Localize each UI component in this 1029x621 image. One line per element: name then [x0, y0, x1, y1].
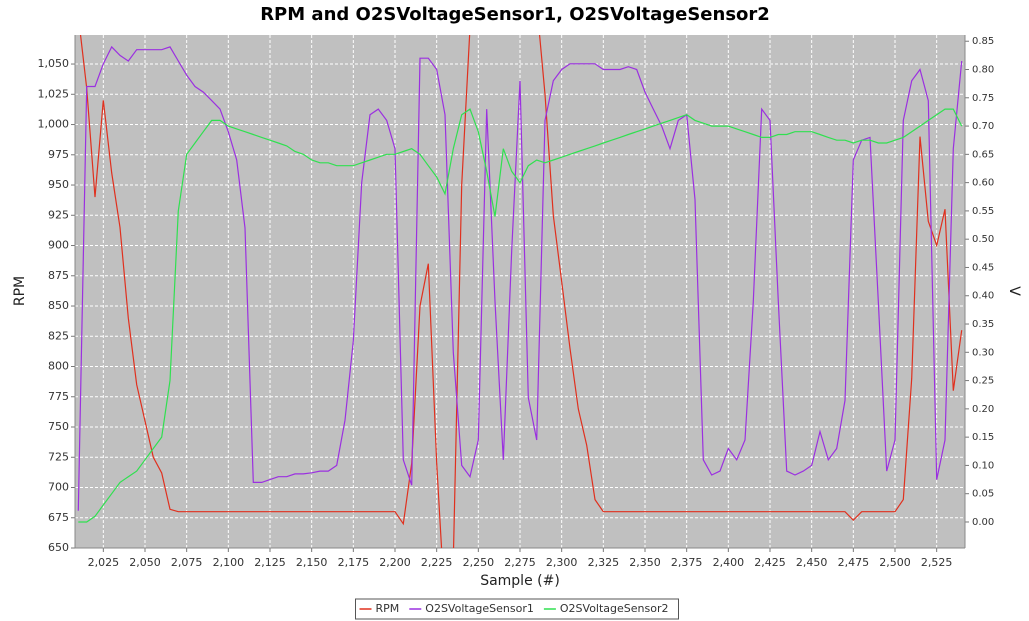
- x-tick-label: 2,350: [629, 556, 661, 569]
- x-tick-label: 2,375: [671, 556, 703, 569]
- y-tick-label: 700: [48, 481, 69, 494]
- y2-tick-label: 0.65: [972, 149, 994, 160]
- y-tick-label: 950: [48, 178, 69, 191]
- x-tick-label: 2,025: [88, 556, 120, 569]
- y2-tick-label: 0.20: [972, 404, 994, 415]
- chart-title: RPM and O2SVoltageSensor1, O2SVoltageSen…: [260, 4, 770, 25]
- y-tick-label: 775: [48, 390, 69, 403]
- x-tick-label: 2,325: [588, 556, 620, 569]
- x-tick-label: 2,525: [921, 556, 953, 569]
- y-tick-label: 925: [48, 208, 69, 221]
- y2-tick-label: 0.60: [972, 178, 994, 189]
- x-tick-label: 2,075: [171, 556, 203, 569]
- y2-tick-label: 0.25: [972, 376, 994, 387]
- legend-label: O2SVoltageSensor1: [425, 602, 534, 615]
- x-tick-label: 2,400: [713, 556, 745, 569]
- x-tick-label: 2,250: [463, 556, 495, 569]
- legend-box: [355, 598, 679, 620]
- y2-tick-label: 0.30: [972, 347, 994, 358]
- y-tick-label: 1,000: [38, 118, 70, 131]
- x-tick-label: 2,275: [504, 556, 536, 569]
- y-tick-label: 875: [48, 269, 69, 282]
- x-tick-label: 2,175: [338, 556, 370, 569]
- x-tick-label: 2,475: [838, 556, 870, 569]
- y2-tick-label: 0.75: [972, 93, 994, 104]
- x-tick-label: 2,450: [796, 556, 828, 569]
- y2-tick-label: 0.70: [972, 121, 994, 132]
- y-tick-label: 725: [48, 450, 69, 463]
- legend: RPM O2SVoltageSensor1 O2SVoltageSensor2: [355, 598, 679, 620]
- y2-tick-label: 0.40: [972, 291, 994, 302]
- y2-tick-label: 0.55: [972, 206, 994, 217]
- x-tick-label: 2,425: [754, 556, 786, 569]
- x-axis-title: Sample (#): [480, 573, 560, 589]
- y-tick-label: 825: [48, 329, 69, 342]
- y-tick-label: 675: [48, 511, 69, 524]
- x-tick-label: 2,225: [421, 556, 453, 569]
- y-tick-label: 850: [48, 299, 69, 312]
- y-tick-label: 750: [48, 420, 69, 433]
- legend-label: RPM: [376, 602, 400, 615]
- x-tick-label: 2,300: [546, 556, 578, 569]
- y2-tick-label: 0.45: [972, 262, 994, 273]
- y-tick-label: 650: [48, 541, 69, 554]
- y2-tick-label: 0.00: [972, 517, 994, 528]
- y2-tick-label: 0.85: [972, 36, 994, 47]
- series-line: [78, 108, 963, 523]
- y-tick-label: 1,050: [38, 57, 70, 70]
- y2-tick-label: 0.80: [972, 65, 994, 76]
- series-line: [79, 35, 963, 548]
- y-tick-label: 900: [48, 239, 69, 252]
- y2-axis-title: V: [1006, 286, 1022, 296]
- x-tick-label: 2,050: [129, 556, 161, 569]
- y-axis-title: RPM: [12, 276, 28, 306]
- x-tick-label: 2,150: [296, 556, 328, 569]
- y2-tick-label: 0.05: [972, 489, 994, 500]
- plot-lines: [77, 35, 963, 548]
- y-tick-label: 975: [48, 148, 69, 161]
- x-tick-label: 2,500: [879, 556, 911, 569]
- legend-label: O2SVoltageSensor2: [560, 602, 669, 615]
- x-tick-label: 2,125: [254, 556, 286, 569]
- y-tick-label: 1,025: [38, 87, 70, 100]
- y2-tick-label: 0.50: [972, 234, 994, 245]
- y2-tick-label: 0.10: [972, 460, 994, 471]
- x-tick-label: 2,100: [213, 556, 245, 569]
- y2-tick-label: 0.15: [972, 432, 994, 443]
- x-tick-label: 2,200: [379, 556, 411, 569]
- y-tick-label: 800: [48, 360, 69, 373]
- y2-tick-label: 0.35: [972, 319, 994, 330]
